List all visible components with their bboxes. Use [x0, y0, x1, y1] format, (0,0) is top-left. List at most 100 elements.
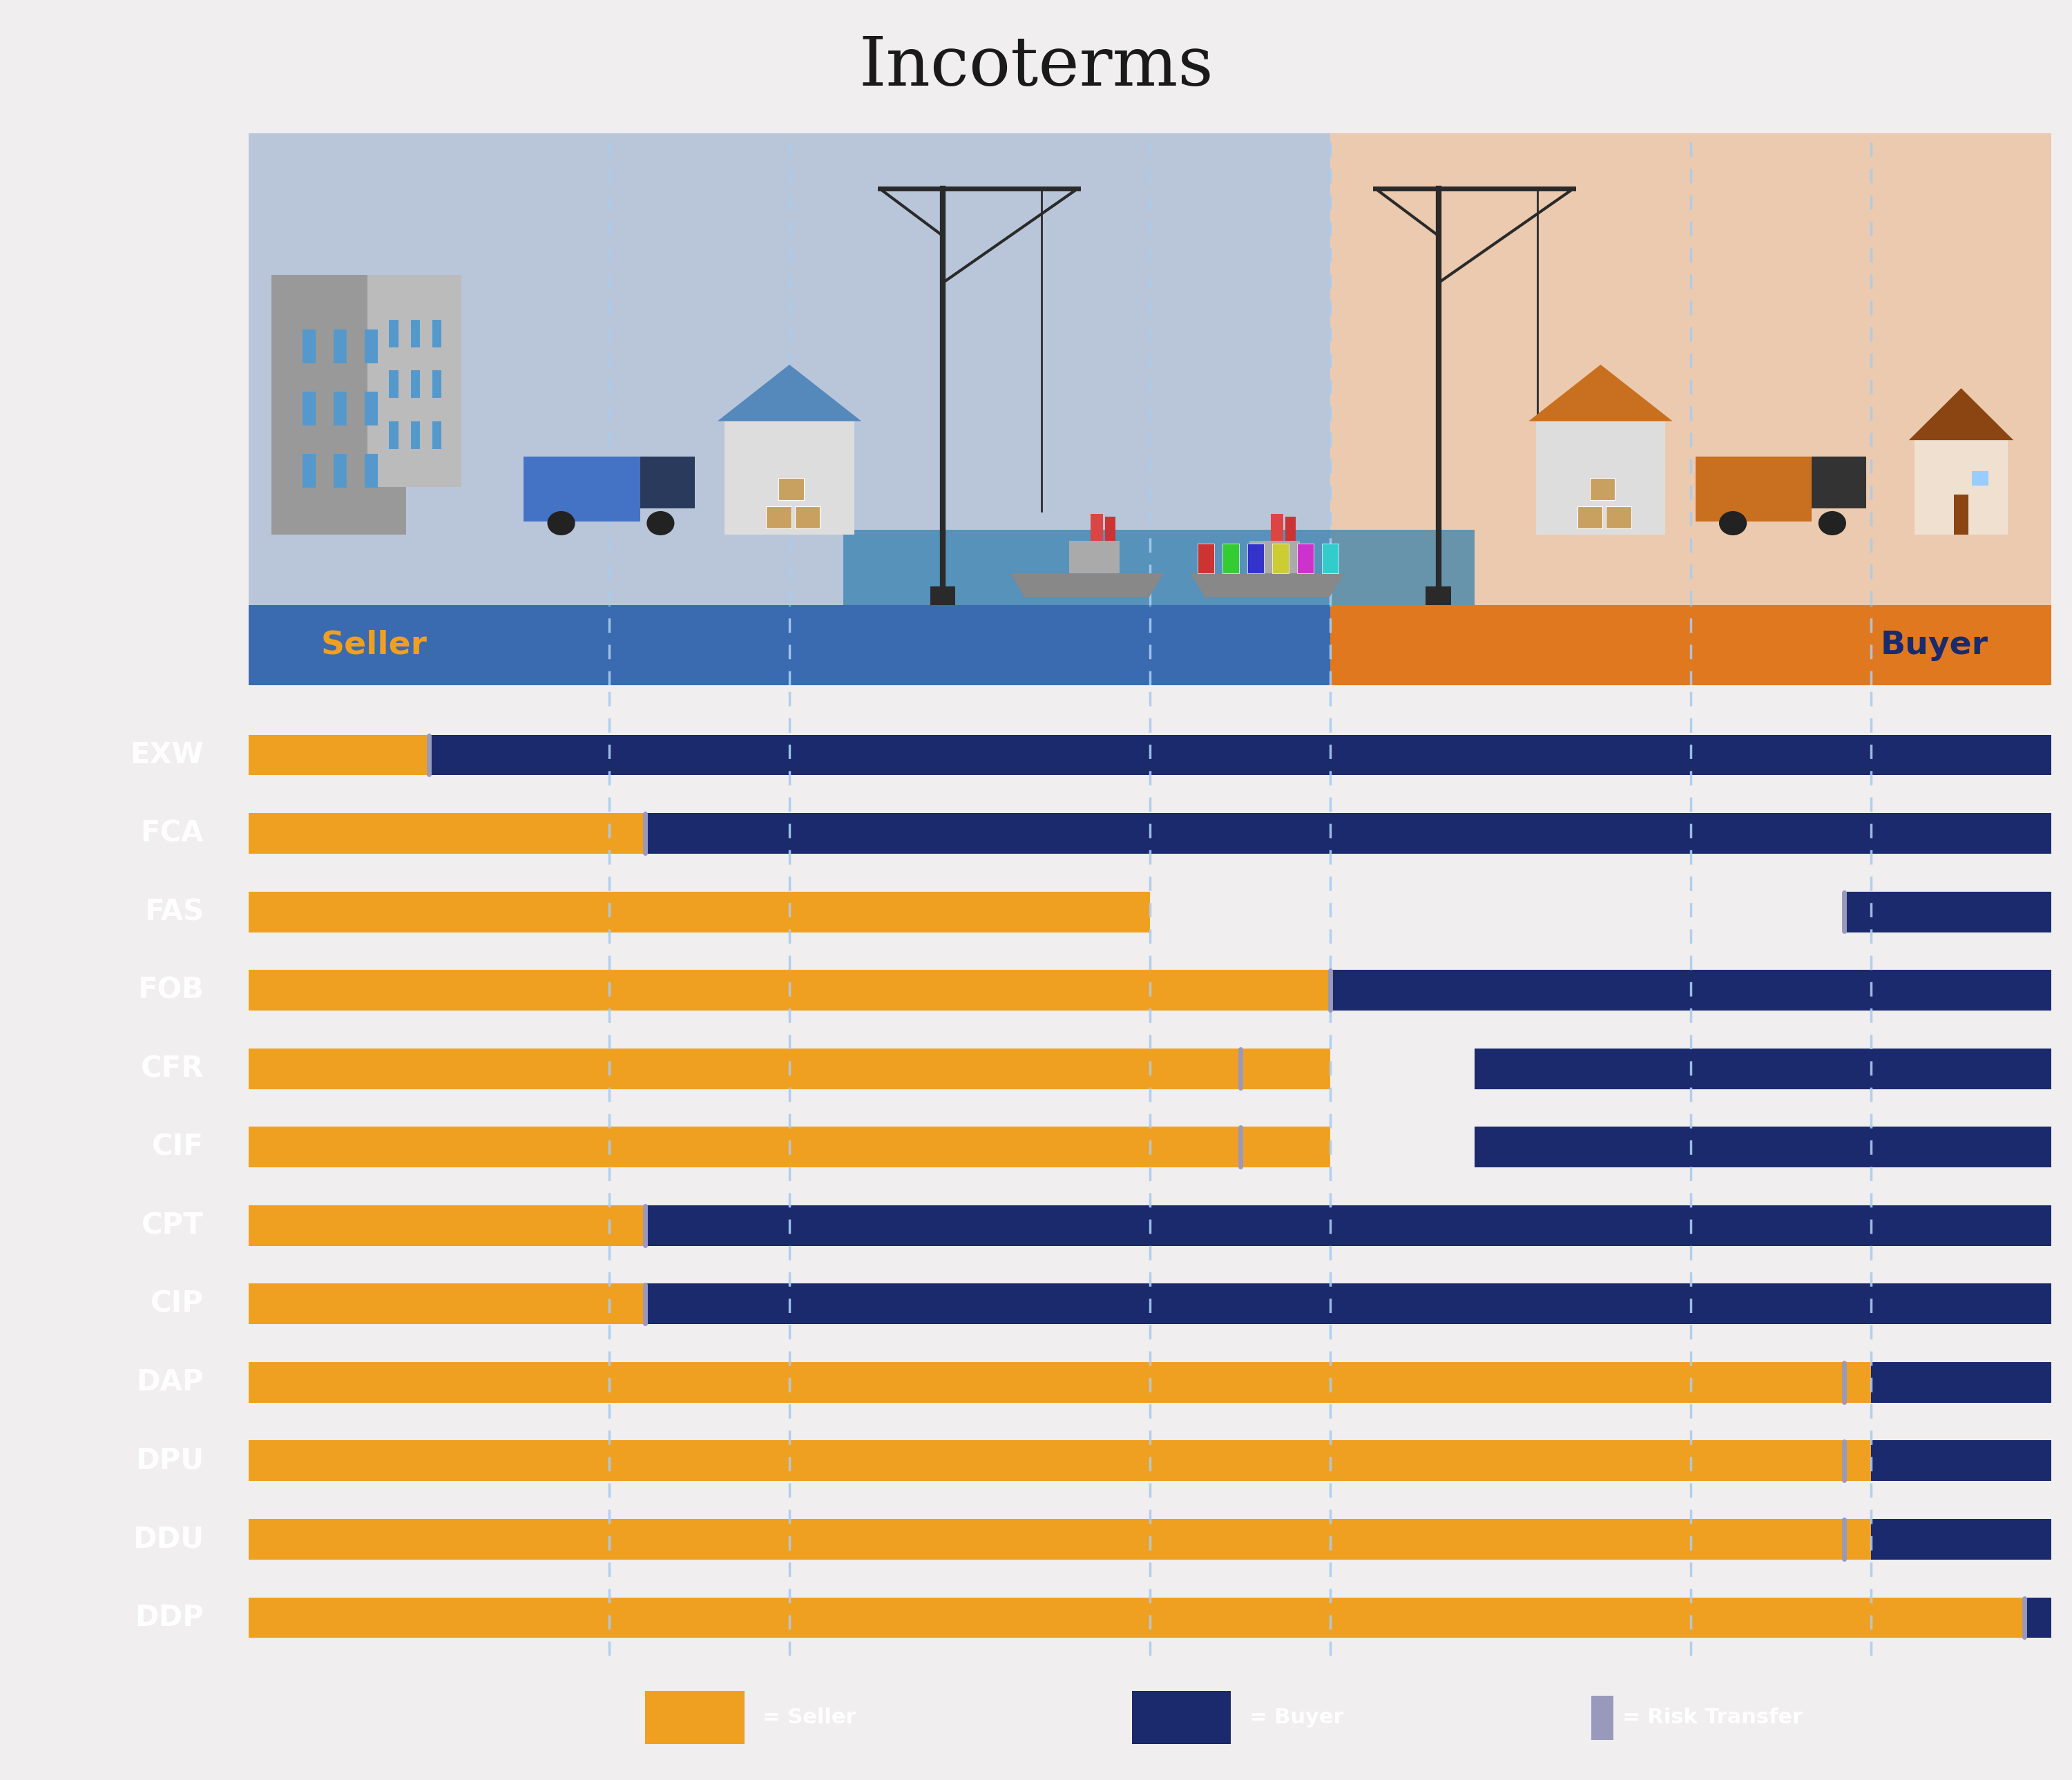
- Bar: [1915, 440, 2008, 534]
- Text: DPU: DPU: [135, 1447, 203, 1476]
- Text: Seller: Seller: [321, 630, 427, 660]
- Bar: [779, 477, 804, 500]
- Bar: [334, 392, 346, 425]
- Bar: [1222, 543, 1239, 573]
- Polygon shape: [1191, 573, 1345, 598]
- Bar: [1090, 514, 1102, 541]
- Text: Incoterms: Incoterms: [858, 34, 1214, 100]
- Bar: [334, 329, 346, 363]
- Bar: [1591, 1695, 1614, 1741]
- Bar: [390, 320, 398, 347]
- Bar: [1272, 543, 1289, 573]
- Bar: [249, 605, 1330, 685]
- Text: DDP: DDP: [135, 1604, 203, 1632]
- Bar: [1535, 422, 1666, 534]
- Circle shape: [646, 511, 673, 536]
- Bar: [365, 329, 377, 363]
- Bar: [303, 329, 315, 363]
- Bar: [390, 370, 398, 399]
- Text: = Seller: = Seller: [762, 1707, 856, 1728]
- Text: DAP: DAP: [137, 1367, 203, 1397]
- Bar: [524, 457, 640, 522]
- Bar: [249, 970, 1330, 1011]
- Polygon shape: [1529, 365, 1672, 422]
- Bar: [249, 134, 1330, 605]
- Bar: [1270, 514, 1283, 541]
- Text: FOB: FOB: [137, 975, 203, 1004]
- Bar: [249, 1362, 1871, 1403]
- Text: CFR: CFR: [141, 1054, 203, 1084]
- Bar: [249, 1283, 644, 1324]
- Bar: [334, 454, 346, 488]
- Bar: [1973, 472, 1989, 486]
- Text: FCA: FCA: [141, 819, 203, 847]
- Text: CIP: CIP: [151, 1289, 203, 1319]
- Bar: [410, 320, 421, 347]
- Bar: [249, 1205, 644, 1246]
- Bar: [930, 586, 955, 605]
- Bar: [1577, 506, 1602, 529]
- Bar: [429, 735, 2051, 776]
- Bar: [433, 422, 441, 449]
- Text: CIF: CIF: [151, 1132, 203, 1162]
- Bar: [249, 1048, 1330, 1089]
- Bar: [644, 1691, 744, 1744]
- Bar: [1811, 457, 1867, 509]
- Bar: [410, 370, 421, 399]
- Text: CPT: CPT: [141, 1210, 203, 1241]
- Text: = Risk Transfer: = Risk Transfer: [1622, 1707, 1803, 1728]
- Bar: [796, 506, 821, 529]
- Bar: [365, 392, 377, 425]
- Bar: [1475, 1127, 2051, 1168]
- Bar: [644, 1205, 2051, 1246]
- Bar: [1104, 516, 1115, 541]
- Polygon shape: [1908, 388, 2014, 440]
- Polygon shape: [1011, 573, 1164, 598]
- Bar: [390, 422, 398, 449]
- Polygon shape: [717, 365, 862, 422]
- Bar: [433, 320, 441, 347]
- Circle shape: [1819, 511, 1846, 536]
- Bar: [1198, 543, 1214, 573]
- Bar: [1247, 543, 1264, 573]
- Bar: [410, 422, 421, 449]
- Bar: [1131, 1691, 1231, 1744]
- Bar: [644, 813, 2051, 854]
- Bar: [367, 274, 462, 488]
- Bar: [1695, 457, 1811, 522]
- Bar: [433, 370, 441, 399]
- Bar: [249, 892, 1150, 933]
- Bar: [1871, 1362, 2051, 1403]
- Bar: [303, 392, 315, 425]
- Bar: [1330, 605, 2051, 685]
- Bar: [249, 1597, 2024, 1638]
- Bar: [249, 735, 429, 776]
- Bar: [1322, 543, 1339, 573]
- Bar: [1871, 1440, 2051, 1481]
- Circle shape: [547, 511, 576, 536]
- Bar: [644, 1283, 2051, 1324]
- Bar: [2024, 1597, 2051, 1638]
- Bar: [1844, 892, 2051, 933]
- Bar: [249, 1518, 1871, 1559]
- Bar: [843, 530, 1475, 605]
- Bar: [249, 1440, 1871, 1481]
- Bar: [1606, 506, 1631, 529]
- Bar: [249, 813, 644, 854]
- Bar: [1069, 541, 1119, 573]
- Text: FAS: FAS: [145, 897, 203, 926]
- Circle shape: [1720, 511, 1747, 536]
- Text: DDU: DDU: [133, 1525, 203, 1554]
- Text: = Buyer: = Buyer: [1249, 1707, 1343, 1728]
- Bar: [1249, 541, 1299, 573]
- Bar: [640, 457, 694, 509]
- Bar: [1954, 495, 1968, 534]
- Bar: [271, 276, 406, 534]
- Bar: [249, 1127, 1330, 1168]
- Bar: [1297, 543, 1314, 573]
- Bar: [1871, 1518, 2051, 1559]
- Bar: [1426, 586, 1450, 605]
- Bar: [1330, 970, 2051, 1011]
- Bar: [1285, 516, 1295, 541]
- Bar: [725, 422, 854, 534]
